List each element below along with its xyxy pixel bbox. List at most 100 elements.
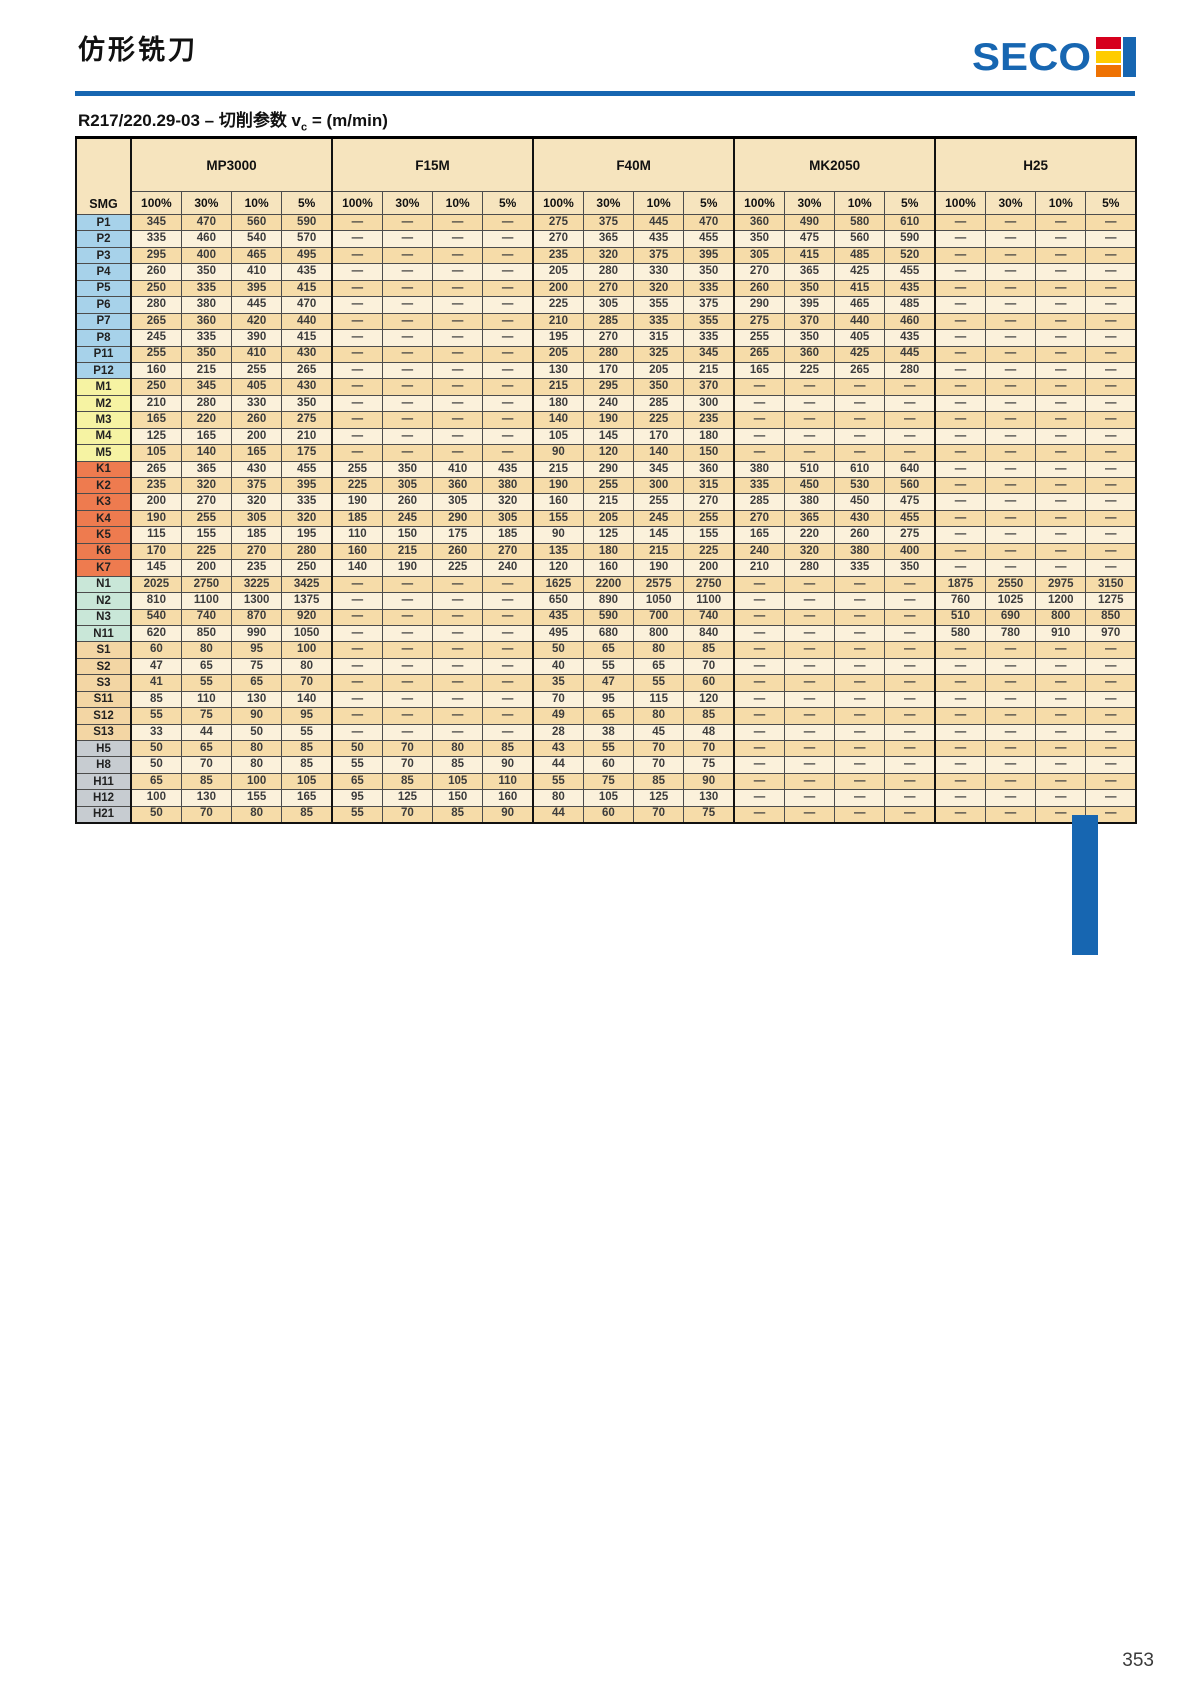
value-cell: 65 (180, 657, 233, 676)
value-cell: 270 (582, 329, 635, 347)
value-cell: 105 (129, 444, 182, 462)
value-cell: 255 (230, 361, 283, 380)
value-cell: — (984, 460, 1037, 479)
value-cell: — (1085, 246, 1137, 265)
value-cell: — (432, 608, 484, 626)
value-cell: — (1085, 723, 1137, 742)
value-cell: — (432, 707, 484, 725)
value-cell: — (432, 592, 484, 610)
value-cell: 415 (783, 246, 836, 265)
value-cell: — (884, 575, 936, 594)
value-cell: 800 (633, 624, 685, 643)
value-cell: 28 (532, 723, 584, 742)
value-cell: 205 (582, 509, 635, 528)
value-cell: — (1085, 411, 1137, 429)
value-cell: — (1085, 427, 1137, 446)
value-cell: — (381, 378, 434, 396)
value-cell: — (934, 657, 986, 676)
value-cell: — (1035, 279, 1087, 298)
value-cell: — (1085, 509, 1137, 528)
value-cell: — (984, 444, 1037, 462)
value-cell: — (381, 592, 434, 610)
value-cell: — (381, 608, 434, 626)
value-cell: — (834, 772, 886, 791)
value-cell: 105 (432, 772, 484, 791)
value-cell: — (783, 427, 836, 446)
value-cell: 45 (633, 723, 685, 742)
value-cell: — (432, 723, 484, 742)
value-cell: 1275 (1085, 592, 1137, 610)
value-cell: 235 (129, 476, 182, 495)
value-cell: 105 (281, 772, 333, 791)
value-cell: 870 (230, 608, 283, 626)
value-cell: — (482, 312, 534, 331)
row-label: H11 (75, 772, 132, 791)
value-cell: — (381, 690, 434, 709)
row-label: S11 (75, 690, 132, 709)
value-cell: — (381, 329, 434, 347)
value-cell: 85 (381, 772, 434, 791)
value-cell: 85 (432, 756, 484, 774)
value-cell: 2575 (633, 575, 685, 594)
value-cell: 260 (733, 279, 785, 298)
value-cell: 265 (129, 312, 182, 331)
value-cell: — (1085, 789, 1137, 807)
value-cell: 120 (683, 690, 735, 709)
value-cell: — (331, 329, 383, 347)
value-cell: 135 (532, 542, 584, 561)
row-label: N2 (75, 592, 132, 610)
table-row: P1 345 470 560 590— — — —275 375 445 470 360 490 580 6… (75, 213, 1137, 232)
table-row: P5 250 335 395 415— — — —200 270 320 335 260 350 415 4… (75, 279, 1137, 298)
value-cell: 250 (281, 559, 333, 577)
value-cell: 130 (683, 789, 735, 807)
table-row: S2 47 65 75 80— — — —40 55 65 70— — — — — — — — (75, 657, 1137, 676)
value-cell: 85 (180, 772, 233, 791)
value-cell: 650 (532, 592, 584, 610)
value-cell: — (1085, 444, 1137, 462)
value-cell: 300 (633, 476, 685, 495)
value-cell: 610 (834, 460, 886, 479)
value-cell: — (884, 756, 936, 774)
value-cell: 155 (532, 509, 584, 528)
value-cell: 33 (129, 723, 182, 742)
value-cell: — (1085, 756, 1137, 774)
value-cell: 160 (532, 493, 584, 511)
value-cell: — (331, 641, 383, 659)
value-cell: 390 (230, 329, 283, 347)
value-cell: 165 (230, 444, 283, 462)
value-cell: 325 (633, 345, 685, 363)
value-cell: 255 (180, 509, 233, 528)
value-cell: — (934, 509, 986, 528)
value-cell: — (482, 444, 534, 462)
row-label: M4 (75, 427, 132, 446)
percent-column-header: 10% (633, 191, 685, 215)
value-cell: — (1085, 493, 1137, 511)
row-label: K6 (75, 542, 132, 561)
value-cell: — (331, 592, 383, 610)
value-cell: — (331, 411, 383, 429)
row-label: M3 (75, 411, 132, 429)
value-cell: — (482, 394, 534, 413)
value-cell: — (783, 444, 836, 462)
value-cell: 1625 (532, 575, 584, 594)
table-row: M3 165 220 260 275— — — —140 190 225 235— — — — — — — — (75, 411, 1137, 429)
value-cell: — (884, 805, 936, 824)
value-cell: 350 (783, 279, 836, 298)
table-row: M2 210 280 330 350— — — —180 240 285 300— — — — — — — — (75, 394, 1137, 413)
value-cell: 44 (532, 805, 584, 824)
value-cell: 65 (180, 739, 233, 758)
value-cell: — (1035, 789, 1087, 807)
value-cell: 335 (180, 329, 233, 347)
value-cell: 410 (230, 263, 283, 281)
value-cell: — (884, 674, 936, 692)
value-cell: — (934, 460, 986, 479)
value-cell: — (884, 641, 936, 659)
value-cell: 485 (884, 296, 936, 314)
value-cell: 55 (129, 707, 182, 725)
value-cell: 80 (633, 707, 685, 725)
value-cell: — (482, 575, 534, 594)
value-cell: — (934, 690, 986, 709)
value-cell: — (783, 789, 836, 807)
value-cell: 380 (733, 460, 785, 479)
value-cell: 215 (683, 361, 735, 380)
